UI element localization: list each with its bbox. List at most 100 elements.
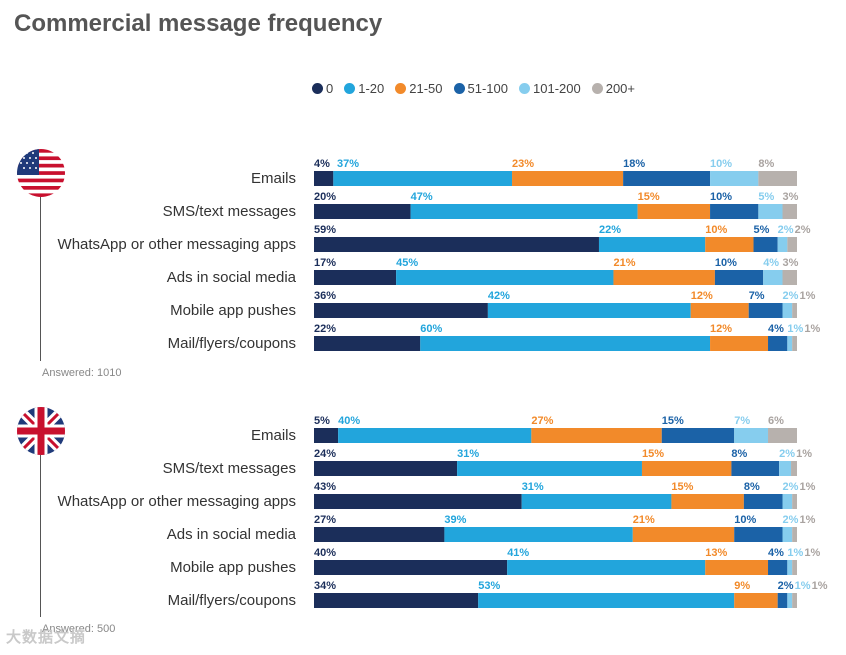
us-value-label: 8% <box>758 158 774 170</box>
us-bar-segment <box>410 204 638 219</box>
us-flag-icon <box>17 149 65 197</box>
us-value-label: 15% <box>638 191 660 203</box>
uk-value-label: 34% <box>314 580 336 592</box>
uk-bar-segment <box>705 560 769 575</box>
uk-category-label: Emails <box>251 427 296 444</box>
us-bar-segment <box>710 336 769 351</box>
legend-swatch-51-100 <box>453 83 465 94</box>
us-bar-segment <box>768 336 788 351</box>
uk-bar-segment <box>671 494 744 509</box>
us-bar-segment <box>333 171 513 186</box>
us-bar-segment <box>314 171 334 186</box>
uk-bar-segment <box>787 593 793 608</box>
us-value-label: 45% <box>396 257 418 269</box>
uk-bar-segment <box>768 560 788 575</box>
us-value-label: 20% <box>314 191 336 203</box>
legend-item-21-50: 21-50 <box>395 81 443 96</box>
uk-value-label: 39% <box>444 514 466 526</box>
us-bar-segment <box>777 237 788 252</box>
us-bar-segment <box>763 270 783 285</box>
legend-swatch-200-plus <box>591 83 603 94</box>
us-value-label: 3% <box>783 191 799 203</box>
uk-value-label: 27% <box>531 415 553 427</box>
us-value-label: 47% <box>411 191 433 203</box>
us-value-label: 3% <box>783 257 799 269</box>
us-bar-segment <box>753 237 778 252</box>
uk-category-label: Ads in social media <box>167 526 297 543</box>
uk-bar-segment <box>792 560 797 575</box>
uk-value-label: 27% <box>314 514 336 526</box>
uk-value-label: 31% <box>457 448 479 460</box>
uk-category-label: Mobile app pushes <box>170 559 296 576</box>
uk-value-label: 15% <box>642 448 664 460</box>
uk-value-label: 2% <box>783 481 799 493</box>
uk-bar-segment <box>743 494 783 509</box>
us-bar-segment <box>623 171 711 186</box>
legend-item-101-200: 101-200 <box>519 81 581 96</box>
legend-item-0: 0 <box>312 81 333 96</box>
us-value-label: 2% <box>795 224 811 236</box>
legend-swatch-21-50 <box>395 83 407 94</box>
us-value-label: 5% <box>754 224 770 236</box>
watermark-logo: 大数据文摘 <box>6 629 87 646</box>
uk-value-label: 21% <box>633 514 655 526</box>
uk-value-label: 13% <box>705 547 727 559</box>
uk-value-label: 15% <box>671 481 693 493</box>
us-value-label: 4% <box>763 257 779 269</box>
us-value-label: 60% <box>420 323 442 335</box>
uk-value-label: 1% <box>787 547 803 559</box>
uk-bar-segment <box>782 494 793 509</box>
uk-value-label: 2% <box>783 514 799 526</box>
uk-bar-segment <box>734 593 778 608</box>
us-value-label: 7% <box>749 290 765 302</box>
us-bar-segment <box>396 270 614 285</box>
uk-answered-count: Answered: 500 <box>42 623 116 635</box>
legend-label-101-200: 101-200 <box>533 81 581 96</box>
us-value-label: 5% <box>758 191 774 203</box>
us-bar-segment <box>512 171 624 186</box>
uk-value-label: 1% <box>804 547 820 559</box>
uk-value-label: 24% <box>314 448 336 460</box>
us-category-label: Emails <box>251 170 296 187</box>
uk-bar-segment <box>314 461 458 476</box>
us-bar-segment <box>487 303 691 318</box>
uk-value-label: 31% <box>522 481 544 493</box>
us-value-label: 12% <box>710 323 732 335</box>
us-bar-segment <box>613 270 715 285</box>
uk-bar-segment <box>792 593 797 608</box>
us-bar-segment <box>792 336 797 351</box>
uk-value-label: 43% <box>314 481 336 493</box>
us-category-label: WhatsApp or other messaging apps <box>58 236 296 253</box>
uk-value-label: 2% <box>779 448 795 460</box>
uk-bar-segment <box>632 527 735 542</box>
uk-bar-segment <box>734 527 783 542</box>
us-bar-segment <box>314 237 599 252</box>
us-bar-segment <box>710 171 759 186</box>
us-bar-segment <box>314 336 421 351</box>
uk-bar-segment <box>734 428 769 443</box>
uk-bar-segment <box>777 593 788 608</box>
legend-label-0: 0 <box>326 81 334 96</box>
uk-value-label: 40% <box>314 547 336 559</box>
us-value-label: 22% <box>599 224 621 236</box>
us-divider-line <box>40 197 41 361</box>
uk-bar-segment <box>787 560 793 575</box>
us-value-label: 4% <box>768 323 784 335</box>
us-value-label: 18% <box>623 158 645 170</box>
uk-bar-segment <box>661 428 735 443</box>
uk-value-label: 9% <box>734 580 750 592</box>
legend-swatch-0 <box>312 83 323 94</box>
uk-bar-segment <box>314 494 522 509</box>
uk-bar-segment <box>779 461 792 476</box>
uk-value-label: 1% <box>812 580 828 592</box>
uk-bar-segment <box>641 461 732 476</box>
uk-value-label: 1% <box>795 580 811 592</box>
uk-value-label: 41% <box>507 547 529 559</box>
us-bar-segment <box>637 204 711 219</box>
us-value-label: 23% <box>512 158 534 170</box>
us-bar-segment <box>714 270 764 285</box>
uk-bar-segment <box>507 560 706 575</box>
us-value-label: 22% <box>314 323 336 335</box>
